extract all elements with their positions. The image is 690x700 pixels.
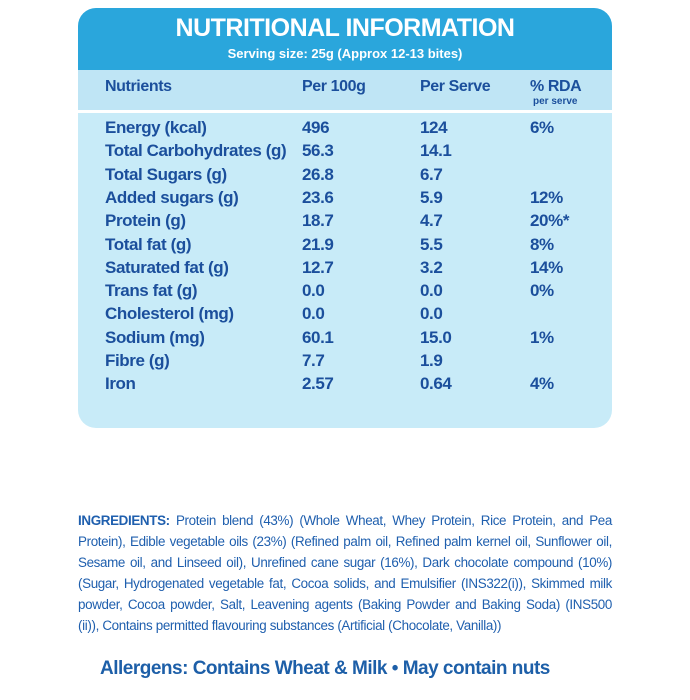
column-header: Per 100g [302, 78, 366, 95]
nutrient-name: Added sugars (g) [105, 187, 239, 207]
nutrient-name: Energy (kcal) [105, 118, 207, 137]
nutrient-value: 3.2 [420, 257, 443, 277]
title: NUTRITIONAL INFORMATION [175, 14, 515, 42]
nutrient-name: Iron [105, 374, 136, 394]
nutrient-value: 7.7 [302, 351, 325, 370]
column-header: % RDA [530, 78, 582, 95]
nutrient-value: 6% [530, 118, 554, 137]
nutrient-value: 1.9 [420, 351, 443, 370]
nutrient-value: 5.9 [420, 187, 443, 207]
nutrient-value: 496 [302, 118, 330, 137]
panel-header: NUTRITIONAL INFORMATION Serving size: 25… [78, 8, 612, 70]
nutrient-name: Sodium (mg) [105, 327, 205, 347]
nutrient-value: 1% [530, 327, 554, 347]
nutrient-value: 26.8 [302, 164, 334, 184]
nutrient-value: 12.7 [302, 257, 334, 277]
column-header: Nutrients [105, 78, 172, 95]
nutrition-panel: NUTRITIONAL INFORMATION Serving size: 25… [78, 8, 612, 428]
rda-note: per serve [533, 96, 578, 107]
nutrient-value: 15.0 [420, 327, 452, 347]
ingredients-label: INGREDIENTS: [78, 513, 170, 528]
nutrient-name: Total Sugars (g) [105, 164, 227, 184]
nutrient-name: Cholesterol (mg) [105, 304, 234, 324]
nutrient-value: 12% [530, 187, 563, 207]
nutrient-name: Protein (g) [105, 211, 186, 231]
ingredients: INGREDIENTS: Protein blend (43%) (Whole … [78, 510, 612, 636]
column-header-row [78, 70, 612, 113]
nutrient-name: Total fat (g) [105, 234, 192, 254]
nutrient-value: 56.3 [302, 141, 334, 161]
nutrient-name: Total Carbohydrates (g) [105, 141, 287, 161]
ingredients-text: Protein blend (43%) (Whole Wheat, Whey P… [78, 513, 613, 633]
allergens: Allergens: Contains Wheat & Milk • May c… [100, 658, 550, 679]
nutrient-name: Fibre (g) [105, 351, 170, 370]
nutrient-value: 0% [530, 281, 554, 301]
nutrient-value: 14% [530, 257, 563, 277]
nutrient-value: 0.0 [420, 281, 443, 301]
nutrient-value: 0.0 [420, 304, 443, 324]
nutrient-value: 20%* [530, 211, 570, 231]
nutrient-value: 23.6 [302, 187, 334, 207]
nutrient-name: Trans fat (g) [105, 281, 198, 301]
serving-size: Serving size: 25g (Approx 12-13 bites) [227, 46, 463, 61]
nutrient-value: 2.57 [302, 374, 334, 394]
column-header: Per Serve [420, 78, 491, 95]
nutrient-value: 4% [530, 374, 554, 394]
nutrient-value: 60.1 [302, 327, 334, 347]
nutrient-value: 18.7 [302, 211, 334, 231]
nutrient-value: 0.0 [302, 304, 325, 324]
nutrient-name: Saturated fat (g) [105, 257, 229, 277]
nutrient-value: 124 [420, 118, 448, 137]
nutrient-value: 0.64 [420, 374, 452, 394]
nutrient-value: 0.0 [302, 281, 325, 301]
nutrient-value: 8% [530, 234, 554, 254]
nutrient-value: 5.5 [420, 234, 443, 254]
nutrient-value: 21.9 [302, 234, 334, 254]
nutrient-value: 14.1 [420, 141, 452, 161]
nutrient-value: 6.7 [420, 164, 443, 184]
nutrient-value: 4.7 [420, 211, 443, 231]
